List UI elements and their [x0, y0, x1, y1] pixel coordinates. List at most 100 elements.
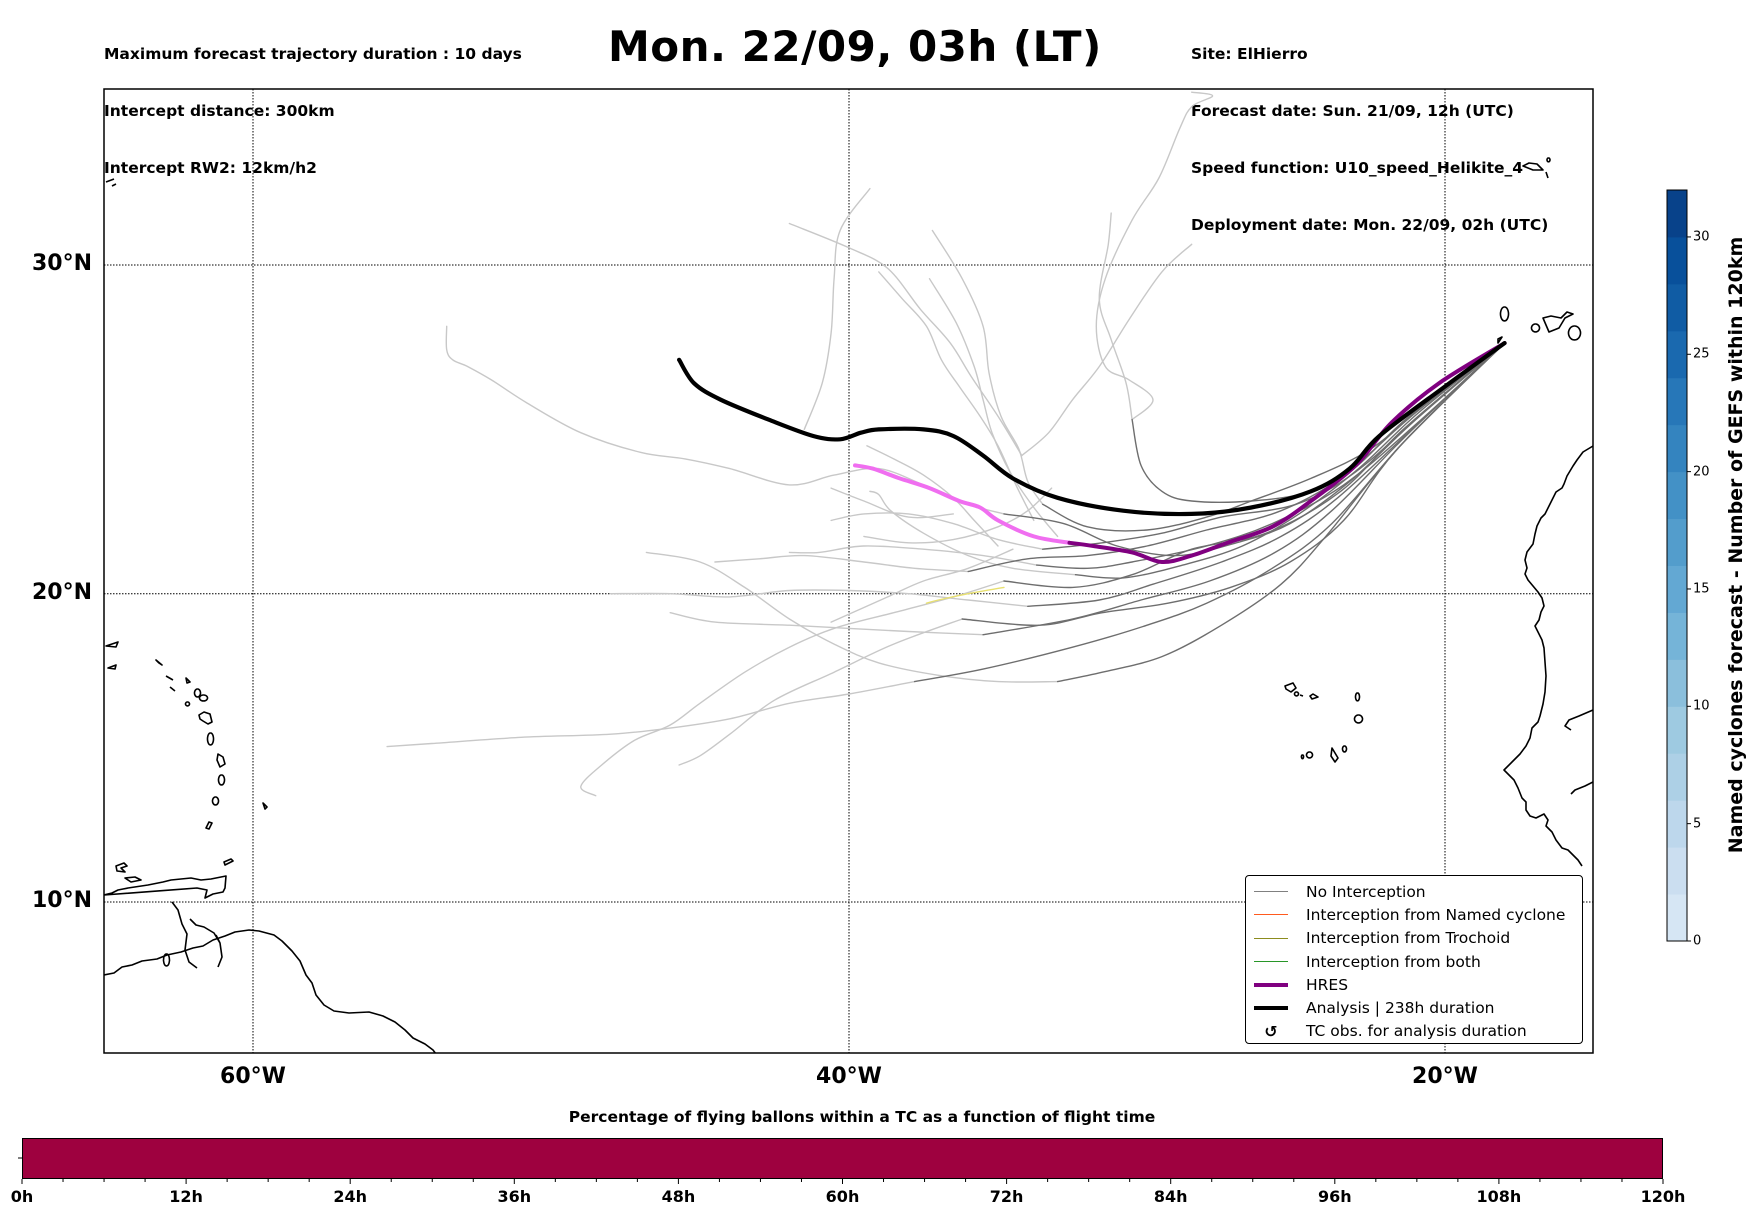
trajectory-no-interception-late [866, 445, 999, 547]
trajectories [386, 91, 1507, 797]
param-intercept-distance: Intercept distance: 300km [104, 102, 335, 120]
hres-track [1067, 341, 1507, 565]
trajectory-no-interception [1042, 342, 1506, 532]
colorbar-bin [1667, 659, 1687, 707]
lon-tick-label: 40°W [816, 1064, 882, 1089]
trajectory-no-interception-late [878, 271, 1035, 522]
colorbar-tick-label: 15 [1693, 581, 1710, 597]
page-title: Mon. 22/09, 03h (LT) [608, 22, 1102, 71]
time-tick-label: 60h [825, 1187, 860, 1206]
legend-line-swatch [1252, 982, 1290, 987]
colorbar-tick-label: 0 [1693, 933, 1702, 949]
trajectory-no-interception-late [678, 618, 963, 766]
coast-antilles [104, 641, 268, 899]
trajectory-no-interception-late [1098, 212, 1133, 421]
time-tick-label: 108h [1476, 1187, 1522, 1206]
colorbar-bin [1667, 471, 1687, 520]
trajectory-no-interception [1042, 342, 1506, 550]
legend-line-swatch [1252, 1006, 1290, 1011]
time-tick-label: 120h [1640, 1187, 1686, 1206]
param-intercept-rw2: Intercept RW2: 12km/h2 [104, 159, 317, 177]
param-duration: Maximum forecast trajectory duration : 1… [104, 45, 522, 63]
legend-label: Analysis | 238h duration [1306, 999, 1495, 1018]
site-name: Site: ElHierro [1191, 45, 1308, 63]
trajectory-no-interception [1131, 342, 1506, 503]
colorbar-tick-label: 5 [1693, 816, 1702, 832]
time-tick-label: 24h [333, 1187, 368, 1206]
coast-northwest [105, 178, 117, 187]
colorbar-bin [1667, 190, 1687, 238]
trajectory-trochoid [925, 586, 1005, 604]
lon-tick-label: 20°W [1412, 1064, 1478, 1089]
legend-line [1254, 1006, 1288, 1011]
trajectory-no-interception-late [869, 490, 1077, 576]
trajectory-no-interception-late [386, 680, 916, 748]
legend-item: No Interception [1246, 880, 1582, 903]
time-tick-label: 0h [10, 1187, 34, 1206]
trajectory-no-interception [982, 342, 1506, 636]
colorbar-bin [1667, 800, 1687, 848]
trajectory-no-interception-late [788, 545, 1038, 566]
coast-west-africa [1503, 445, 1593, 867]
trajectory-no-interception [961, 342, 1506, 627]
trajectory-no-interception-late [669, 612, 984, 636]
time-bar-fill [23, 1139, 1662, 1178]
legend-line-swatch [1252, 891, 1290, 893]
time-tick-label: 96h [1317, 1187, 1352, 1206]
coastlines [104, 157, 1593, 1053]
map-frame [103, 88, 1594, 1054]
colorbar-bin [1667, 894, 1687, 942]
time-tick-label: 12h [169, 1187, 203, 1206]
legend-item: Analysis | 238h duration [1246, 996, 1582, 1019]
colorbar-bin [1667, 330, 1687, 379]
coast-south-america [104, 929, 437, 1053]
time-tick-label: 84h [1153, 1187, 1188, 1206]
legend-label: TC obs. for analysis duration [1306, 1022, 1527, 1041]
trajectory-no-interception-late [609, 589, 1029, 607]
analysis-track [677, 341, 1507, 517]
colorbar-bin [1667, 753, 1687, 801]
legend-item: ↺ TC obs. for analysis duration [1246, 1020, 1582, 1043]
legend-label: No Interception [1306, 882, 1426, 901]
time-bar [22, 1138, 1663, 1179]
trajectory-no-interception [1036, 342, 1506, 570]
colorbar-tick-label: 20 [1693, 464, 1710, 480]
trajectory-no-interception-late [445, 325, 1005, 515]
colorbar-bin [1667, 377, 1687, 426]
speed-function: Speed function: U10_speed_Helikite_4 [1191, 159, 1524, 177]
time-tick-label: 48h [661, 1187, 696, 1206]
trajectory-no-interception-late [830, 512, 1044, 550]
colorbar-bin [1667, 424, 1687, 473]
trajectory-no-interception [1003, 342, 1506, 589]
time-tick-label: 72h [989, 1187, 1024, 1206]
legend-item: Interception from both [1246, 950, 1582, 973]
legend-line [1254, 982, 1288, 987]
trajectory-no-interception [967, 342, 1506, 573]
colorbar-bin [1667, 706, 1687, 754]
trajectory-no-interception-late [931, 229, 1044, 505]
lon-tick-label: 60°W [220, 1064, 286, 1089]
colorbar-bin [1667, 612, 1687, 660]
trajectory-no-interception-late [714, 554, 969, 573]
deployment-date: Deployment date: Mon. 22/09, 02h (UTC) [1191, 216, 1549, 234]
legend-item: Interception from Named cyclone [1246, 903, 1582, 926]
site-info: Site: ElHierro Forecast date: Sun. 21/09… [1191, 7, 1548, 254]
trajectory-no-interception-late [1021, 243, 1193, 457]
colorbar-bin [1667, 565, 1687, 613]
legend-item: HRES [1246, 973, 1582, 996]
legend-line [1254, 961, 1288, 963]
time-bar-title: Percentage of flying ballons within a TC… [568, 1108, 1156, 1126]
coast-cape-verde [1284, 682, 1364, 763]
trajectory-no-interception [1003, 342, 1506, 557]
graticule [104, 89, 1593, 1053]
trajectory-no-interception-late [863, 487, 1053, 544]
colorbar-tick-label: 25 [1693, 346, 1710, 362]
lat-tick-label: 30°N [32, 251, 93, 276]
tc-observation-icon: ↺ [1264, 1021, 1278, 1041]
legend-line [1254, 914, 1288, 916]
time-tick-label: 36h [497, 1187, 532, 1206]
colorbar-tick-label: 10 [1693, 698, 1710, 714]
colorbar-bin [1667, 236, 1687, 285]
legend-line [1254, 937, 1288, 939]
